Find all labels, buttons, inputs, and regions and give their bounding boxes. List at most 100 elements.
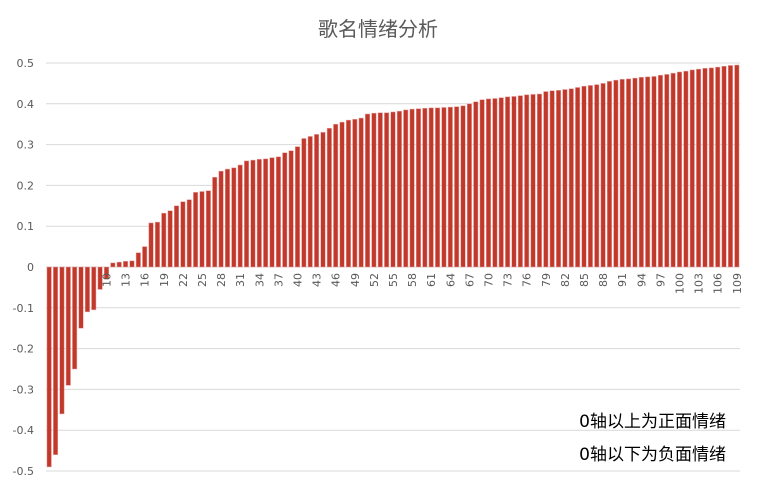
- bar: [174, 205, 180, 268]
- bar: [199, 191, 205, 268]
- bar: [371, 112, 377, 268]
- bar: [84, 266, 90, 313]
- y-tick-label: -0.1: [13, 302, 34, 315]
- bar: [46, 266, 52, 468]
- y-tick-label: -0.3: [13, 383, 34, 396]
- x-tick-label: 37: [272, 273, 285, 287]
- bar: [282, 152, 288, 268]
- bar: [288, 150, 294, 268]
- bar: [562, 89, 568, 268]
- bar: [97, 266, 103, 290]
- x-tick-label: 49: [349, 273, 362, 287]
- bar: [218, 170, 224, 268]
- chart-title: 歌名情绪分析: [318, 17, 438, 41]
- x-tick-label: 10: [100, 273, 113, 287]
- bar: [409, 108, 415, 268]
- x-tick-label: 64: [444, 273, 457, 287]
- bar: [549, 90, 555, 268]
- x-tick-label: 28: [215, 273, 228, 287]
- bar: [59, 266, 65, 415]
- y-tick-label: -0.4: [13, 424, 34, 437]
- x-tick-label: 76: [521, 273, 534, 287]
- bar: [193, 192, 199, 268]
- bar: [581, 86, 587, 268]
- bar: [167, 210, 173, 268]
- x-tick-label: 106: [712, 273, 725, 294]
- bar: [466, 103, 472, 268]
- bar: [307, 136, 313, 268]
- bar: [415, 108, 421, 268]
- bar: [651, 76, 657, 268]
- x-tick-label: 109: [731, 273, 744, 294]
- bar: [536, 93, 542, 268]
- bar: [161, 212, 167, 268]
- x-tick-label: 40: [291, 273, 304, 287]
- bar: [524, 94, 530, 268]
- bar: [664, 74, 670, 268]
- x-tick-label: 13: [120, 273, 133, 287]
- bar: [250, 159, 256, 268]
- bar: [594, 84, 600, 268]
- bar: [486, 98, 491, 268]
- bar: [269, 157, 275, 268]
- x-tick-label: 100: [674, 273, 687, 294]
- bar: [606, 81, 612, 268]
- bar: [403, 109, 409, 268]
- bar: [326, 128, 332, 268]
- bar: [619, 79, 625, 268]
- x-tick-label: 97: [654, 273, 667, 287]
- bar: [568, 88, 574, 268]
- x-tick-label: 55: [387, 273, 400, 287]
- bar: [116, 261, 122, 268]
- bar: [600, 83, 606, 268]
- bar: [575, 87, 581, 268]
- bar: [365, 113, 371, 268]
- bar: [110, 262, 116, 268]
- bar: [129, 260, 135, 268]
- y-tick-label: 0: [27, 261, 34, 274]
- bar: [180, 201, 186, 268]
- bar: [657, 74, 663, 268]
- bar: [689, 69, 695, 268]
- y-tick-label: 0.1: [17, 220, 35, 233]
- bar: [339, 121, 345, 268]
- bar-series: [46, 64, 740, 468]
- bar: [65, 266, 71, 386]
- bar: [613, 79, 619, 268]
- bar: [231, 167, 237, 268]
- bar: [638, 77, 644, 268]
- bar: [244, 160, 250, 268]
- bar: [479, 99, 485, 268]
- x-tick-label: 43: [311, 273, 324, 287]
- bar: [454, 106, 460, 268]
- y-tick-label: -0.2: [13, 343, 34, 356]
- bar: [715, 66, 721, 268]
- bar: [626, 78, 632, 268]
- x-tick-label: 94: [635, 273, 648, 287]
- bar: [511, 96, 517, 268]
- bar: [301, 138, 307, 268]
- bar: [428, 107, 434, 268]
- bar: [72, 266, 78, 370]
- bar: [473, 101, 479, 268]
- bar: [543, 91, 549, 268]
- bar: [358, 117, 364, 268]
- x-tick-label: 103: [693, 273, 706, 294]
- bar: [645, 76, 651, 268]
- x-tick-label: 52: [368, 273, 381, 287]
- x-tick-label: 88: [597, 273, 610, 287]
- bar: [505, 96, 511, 268]
- bar: [587, 85, 593, 268]
- x-tick-label: 22: [177, 273, 190, 287]
- bar: [670, 72, 676, 268]
- bar: [123, 261, 129, 268]
- bar: [492, 98, 498, 268]
- bar: [256, 159, 262, 268]
- x-tick-label: 73: [502, 273, 515, 287]
- bar: [384, 112, 390, 268]
- bar: [435, 107, 441, 268]
- bar: [78, 266, 84, 329]
- annotation-positive: 0轴以上为正面情绪: [579, 412, 726, 432]
- bar: [91, 266, 97, 311]
- bar: [708, 67, 714, 268]
